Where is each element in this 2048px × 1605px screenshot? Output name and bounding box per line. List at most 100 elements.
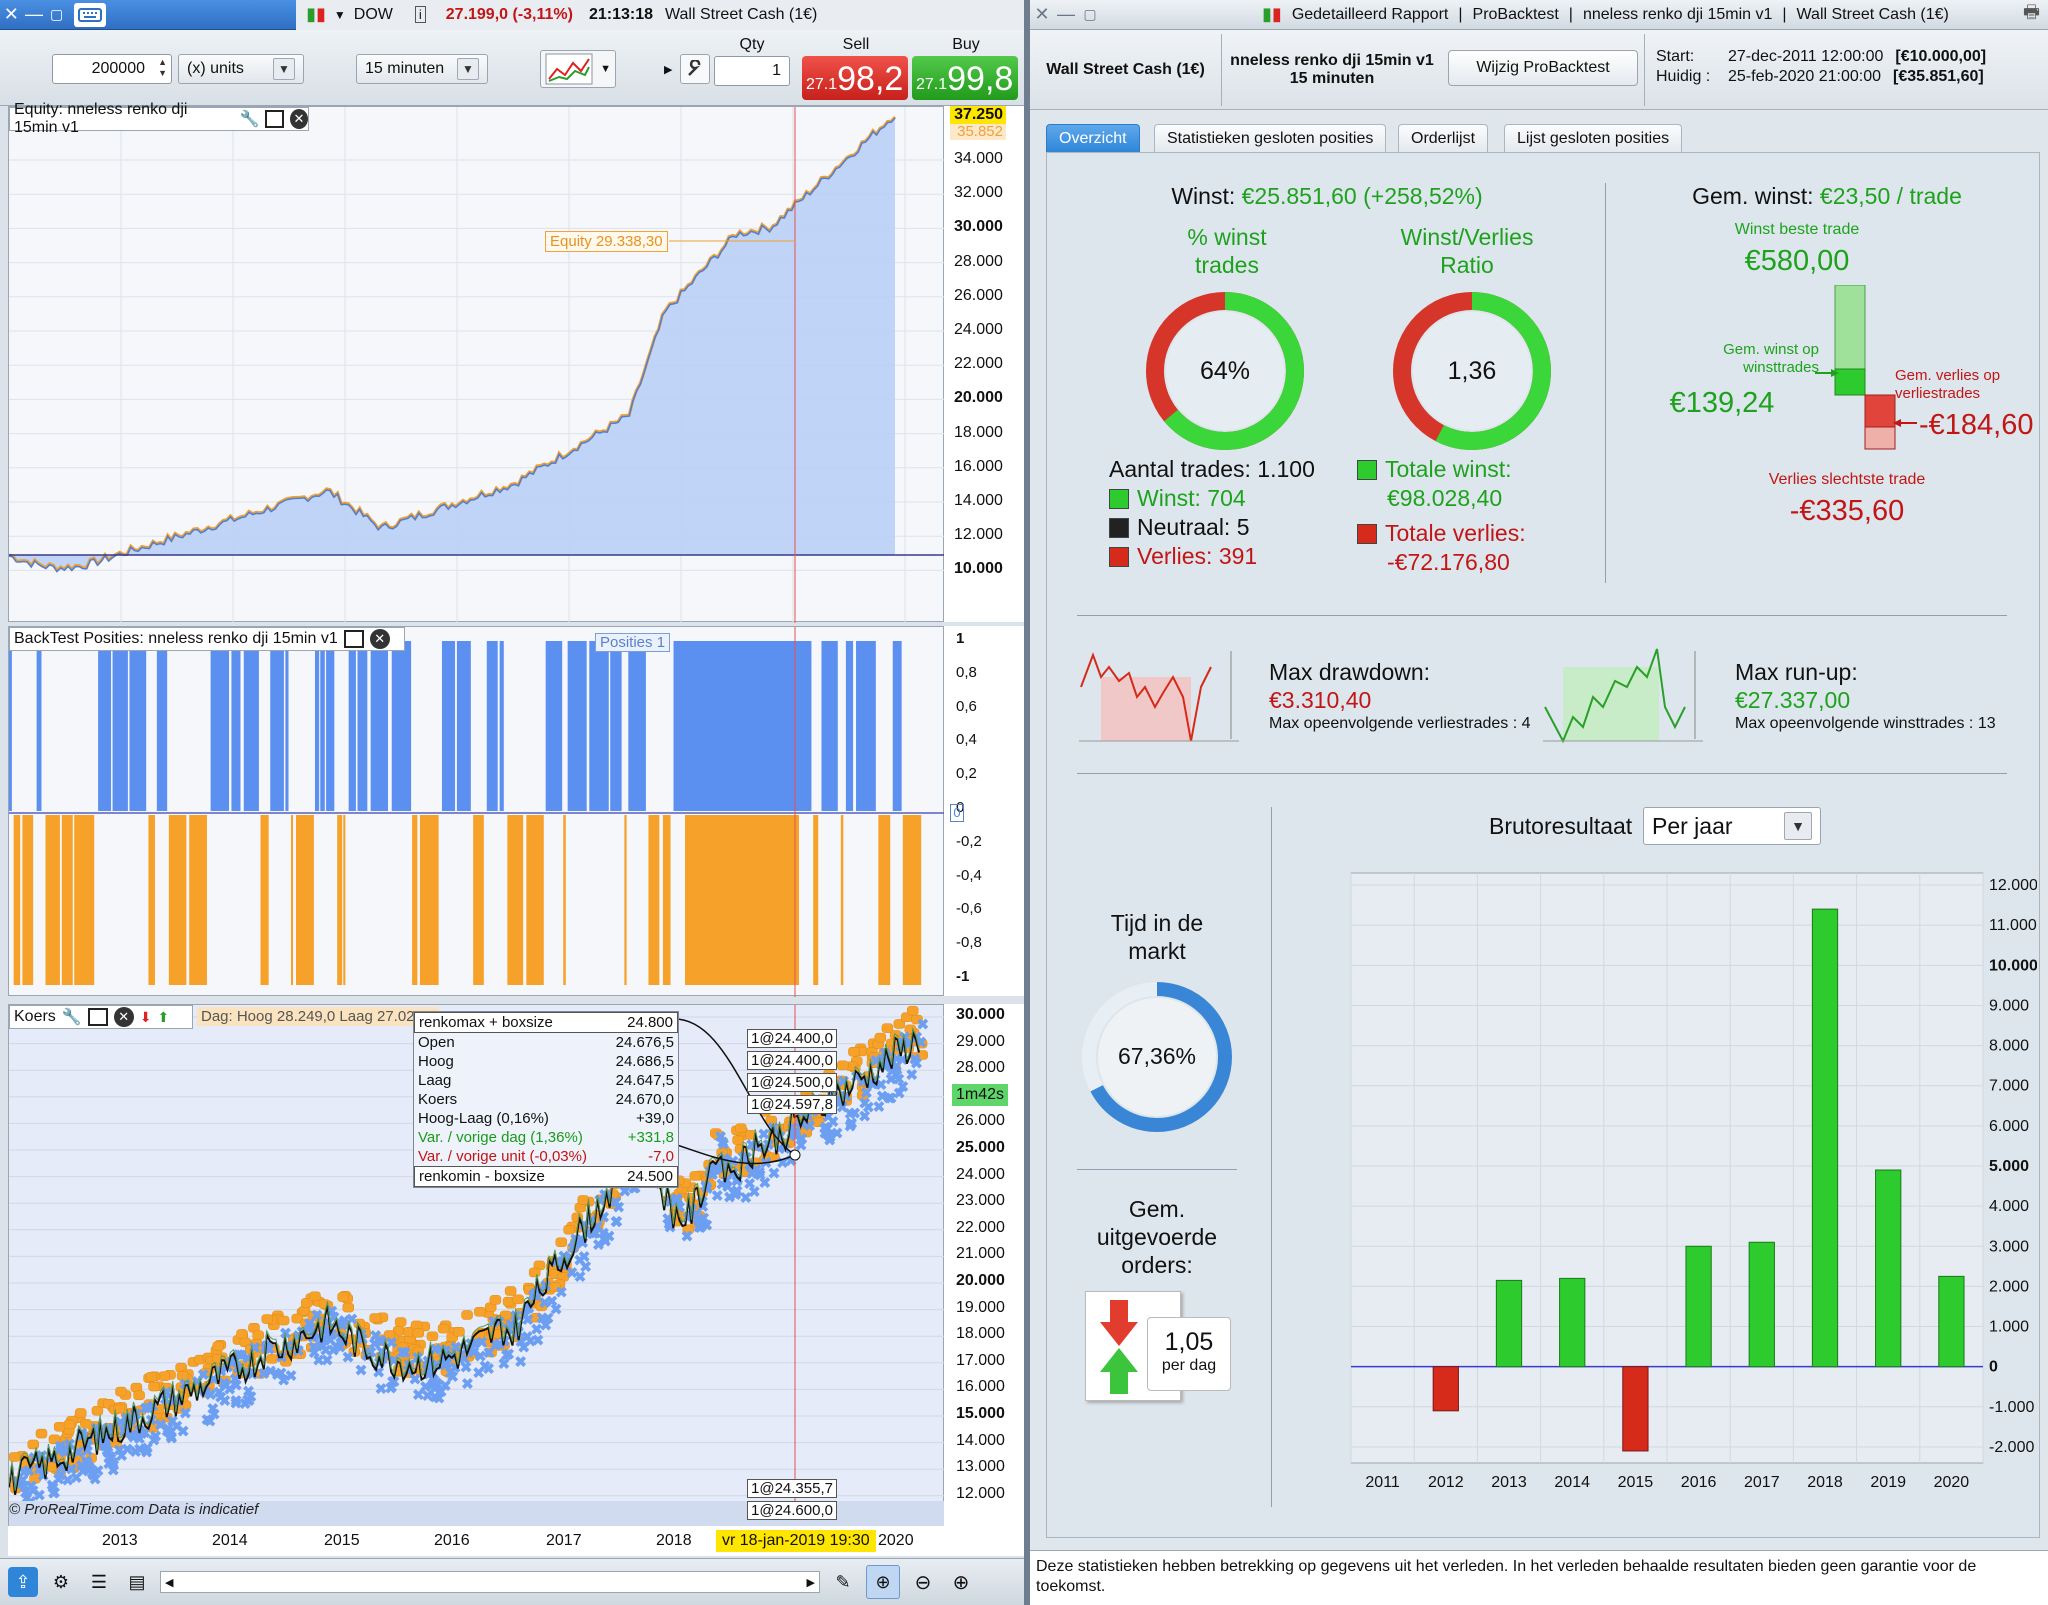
long-position-bar: [210, 641, 230, 811]
short-marker: [735, 1123, 747, 1134]
zoom-in-icon[interactable]: ⊕: [952, 1571, 970, 1594]
minimize-icon[interactable]: —: [1057, 4, 1075, 24]
close-icon[interactable]: ✕: [1034, 4, 1050, 24]
close-icon[interactable]: ✕: [3, 4, 19, 24]
indicators-icon[interactable]: ⚙: [52, 1571, 70, 1592]
short-marker: [305, 1342, 318, 1353]
window-icon[interactable]: [87, 1008, 108, 1026]
chevron-down-icon[interactable]: ▼: [333, 7, 346, 22]
zoom-out-icon[interactable]: ⊖: [914, 1571, 932, 1594]
collapse-arrow-icon[interactable]: ▶: [664, 63, 673, 76]
long-marker: ✖: [790, 1129, 803, 1146]
close-icon[interactable]: ✕: [113, 1007, 134, 1027]
x-tick-label: 2018: [1807, 1474, 1843, 1491]
scroll-left-icon[interactable]: ◀: [165, 1576, 174, 1589]
short-marker: [369, 1313, 381, 1323]
long-marker: ✖: [264, 1364, 277, 1381]
maximize-icon[interactable]: ▢: [50, 6, 64, 22]
scroll-right-icon[interactable]: ▶: [806, 1576, 815, 1589]
short-marker: [535, 1301, 548, 1312]
sell-button[interactable]: 27.1 98,2: [802, 56, 908, 100]
timeframe-select[interactable]: 15 minuten ▼: [356, 54, 488, 84]
wrench-icon[interactable]: 🔧: [239, 111, 260, 128]
short-position-bar: [61, 815, 73, 985]
chart-type-button[interactable]: ▼: [540, 50, 616, 88]
price-tick: 26.000: [956, 1112, 1005, 1130]
positions-panel-title: BackTest Posities: nneless renko dji 15m…: [14, 630, 338, 647]
close-icon[interactable]: ✕: [289, 109, 308, 129]
edit-icon[interactable]: ✎: [835, 1571, 851, 1592]
wrench-icon[interactable]: [680, 54, 710, 84]
modify-backtest-button[interactable]: Wijzig ProBacktest: [1448, 50, 1638, 86]
long-marker: ✖: [748, 1184, 761, 1201]
short-marker: [682, 1224, 695, 1235]
chart-scrollbar[interactable]: ◀ ▶: [160, 1571, 820, 1593]
buy-label: Buy: [952, 36, 980, 53]
buy-button[interactable]: 27.1 99,8: [912, 56, 1018, 100]
short-marker: [54, 1469, 66, 1479]
wrench-icon[interactable]: 🔧: [61, 1009, 82, 1026]
tab-overzicht[interactable]: Overzicht: [1046, 124, 1140, 152]
bruto-bar-chart[interactable]: 12.000 11.000 10.000 9.000 8.000 7.000 6.000 5.…: [1297, 859, 2037, 1499]
tab-orderlijst[interactable]: Orderlijst: [1398, 124, 1489, 152]
long-marker: ✖: [241, 1392, 254, 1409]
x-axis-label: 2020: [878, 1532, 914, 1549]
candle-countdown: 1m42s: [952, 1084, 1008, 1106]
runup-graphic: [1543, 648, 1703, 743]
equity-chart[interactable]: [9, 107, 945, 623]
info-label: Hoog-Laag (0,16%): [418, 1110, 549, 1127]
long-marker: ✖: [474, 1348, 487, 1365]
left-title-info: ▮▮ ▼ DOW i 27.199,0 (-3,11%) 21:13:18 Wa…: [296, 0, 1024, 30]
tab-statistieken[interactable]: Statistieken gesloten posities: [1154, 124, 1387, 152]
qty-input[interactable]: 1: [714, 56, 790, 86]
close-icon[interactable]: ✕: [369, 629, 390, 649]
long-marker: ✖: [524, 1333, 537, 1350]
minimize-icon[interactable]: —: [24, 4, 43, 24]
window-icon[interactable]: [265, 110, 284, 128]
window-icon[interactable]: [343, 630, 364, 648]
list-icon[interactable]: ☰: [90, 1571, 108, 1592]
info-row: Laag 24.647,5: [414, 1071, 678, 1090]
autozoom-icon[interactable]: ⊕: [866, 1565, 900, 1599]
long-marker: ✖: [717, 1136, 730, 1153]
long-marker: ✖: [18, 1465, 31, 1482]
drawing-icon[interactable]: ▤: [128, 1571, 146, 1592]
window-divider[interactable]: [1024, 0, 1030, 1605]
long-marker: ✖: [102, 1456, 115, 1473]
long-marker: ✖: [27, 1483, 40, 1500]
long-marker: ✖: [206, 1401, 219, 1418]
equity-panel-header: Equity: nneless renko dji 15min v1 🔧 ✕: [9, 101, 309, 136]
print-icon[interactable]: 🖶: [2023, 1, 2040, 22]
x-tick-label: 2013: [1491, 1474, 1527, 1491]
keyboard-icon[interactable]: [73, 2, 107, 27]
y-tick-label: 5.000: [1989, 1158, 2029, 1175]
quantity-input[interactable]: 200000 ▲ ▼: [52, 54, 172, 84]
bruto-label: Brutoresultaat: [1489, 813, 1633, 839]
positions-tick: 1: [956, 630, 965, 647]
long-marker: ✖: [84, 1462, 97, 1479]
long-marker: ✖: [47, 1485, 60, 1502]
title-part: Wall Street Cash (1€): [1796, 5, 1949, 23]
tab-lijst-gesloten-posities[interactable]: Lijst gesloten posities: [1504, 124, 1683, 152]
long-marker: ✖: [338, 1313, 351, 1330]
buy-arrow-icon[interactable]: ⬆: [157, 1008, 170, 1025]
positions-y-axis: 1 0,8 0,6 0,4 0,2 0 -0,2 -0,4 -0,6 -0,8 -1 0: [944, 626, 1024, 996]
long-marker: ✖: [18, 1479, 31, 1496]
long-marker: ✖: [754, 1167, 767, 1184]
start-row: Start: 27-dec-2011 12:00:00 [€10.000,00]: [1656, 48, 1986, 66]
period-select[interactable]: Per jaar ▼: [1643, 807, 1821, 845]
price-chart[interactable]: ✖✖✖✖✖✖ ✖✖✖✖✖✖✖✖✖✖✖✖✖✖✖✖✖✖✖✖✖✖✖✖✖✖✖ ✖✖✖✖✖✖✖…: [9, 1005, 945, 1527]
long-marker: ✖: [54, 1467, 67, 1484]
share-icon[interactable]: ⇪: [8, 1567, 38, 1597]
order-tag: 1@24.400,0: [747, 1051, 837, 1070]
maximize-icon[interactable]: ▢: [1083, 6, 1097, 22]
long-position-bar: [348, 641, 356, 811]
units-select[interactable]: (x) units ▼: [178, 54, 304, 84]
positions-chart[interactable]: [9, 627, 945, 997]
spinner-icon[interactable]: ▲ ▼: [158, 57, 167, 78]
info-icon[interactable]: i: [414, 6, 426, 23]
sell-arrow-icon[interactable]: ⬇: [139, 1008, 152, 1025]
info-row: Hoog 24.686,5: [414, 1052, 678, 1071]
short-position-bar: [337, 815, 343, 985]
short-marker: [145, 1372, 158, 1382]
